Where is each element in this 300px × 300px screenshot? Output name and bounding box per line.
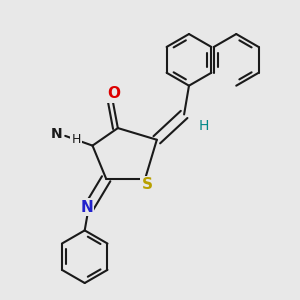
Text: S: S [142, 177, 153, 192]
Text: N: N [51, 127, 62, 141]
Text: O: O [107, 86, 120, 101]
Text: H: H [71, 133, 81, 146]
Text: N: N [80, 200, 93, 214]
Text: H: H [198, 119, 209, 133]
